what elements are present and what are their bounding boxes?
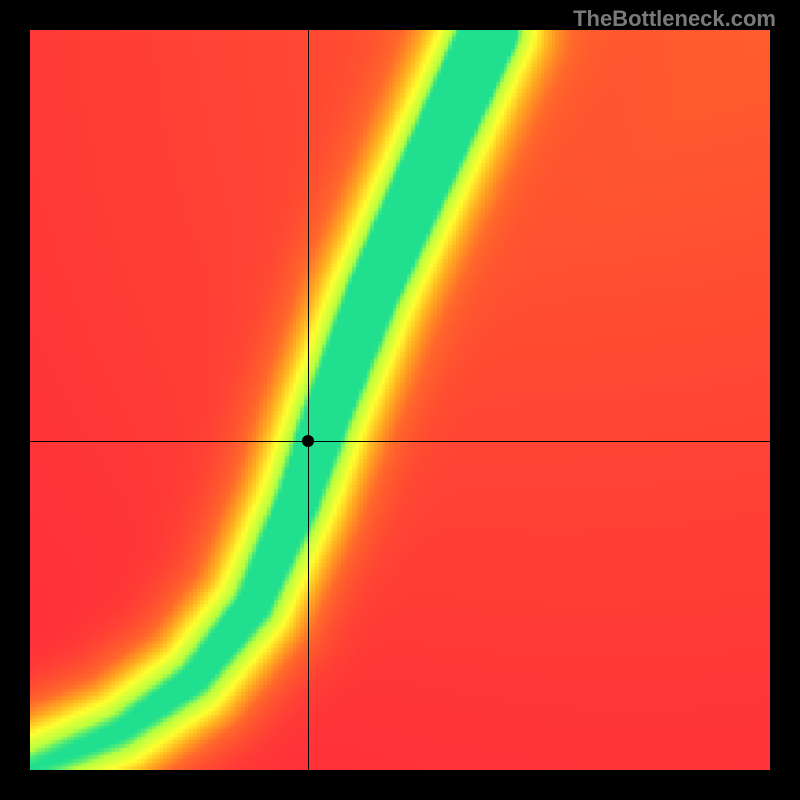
crosshair-vertical (308, 30, 309, 770)
selection-marker[interactable] (302, 435, 314, 447)
bottleneck-heatmap-plot (30, 30, 770, 770)
crosshair-horizontal (30, 441, 770, 442)
heatmap-canvas (30, 30, 770, 770)
watermark-text: TheBottleneck.com (573, 6, 776, 32)
